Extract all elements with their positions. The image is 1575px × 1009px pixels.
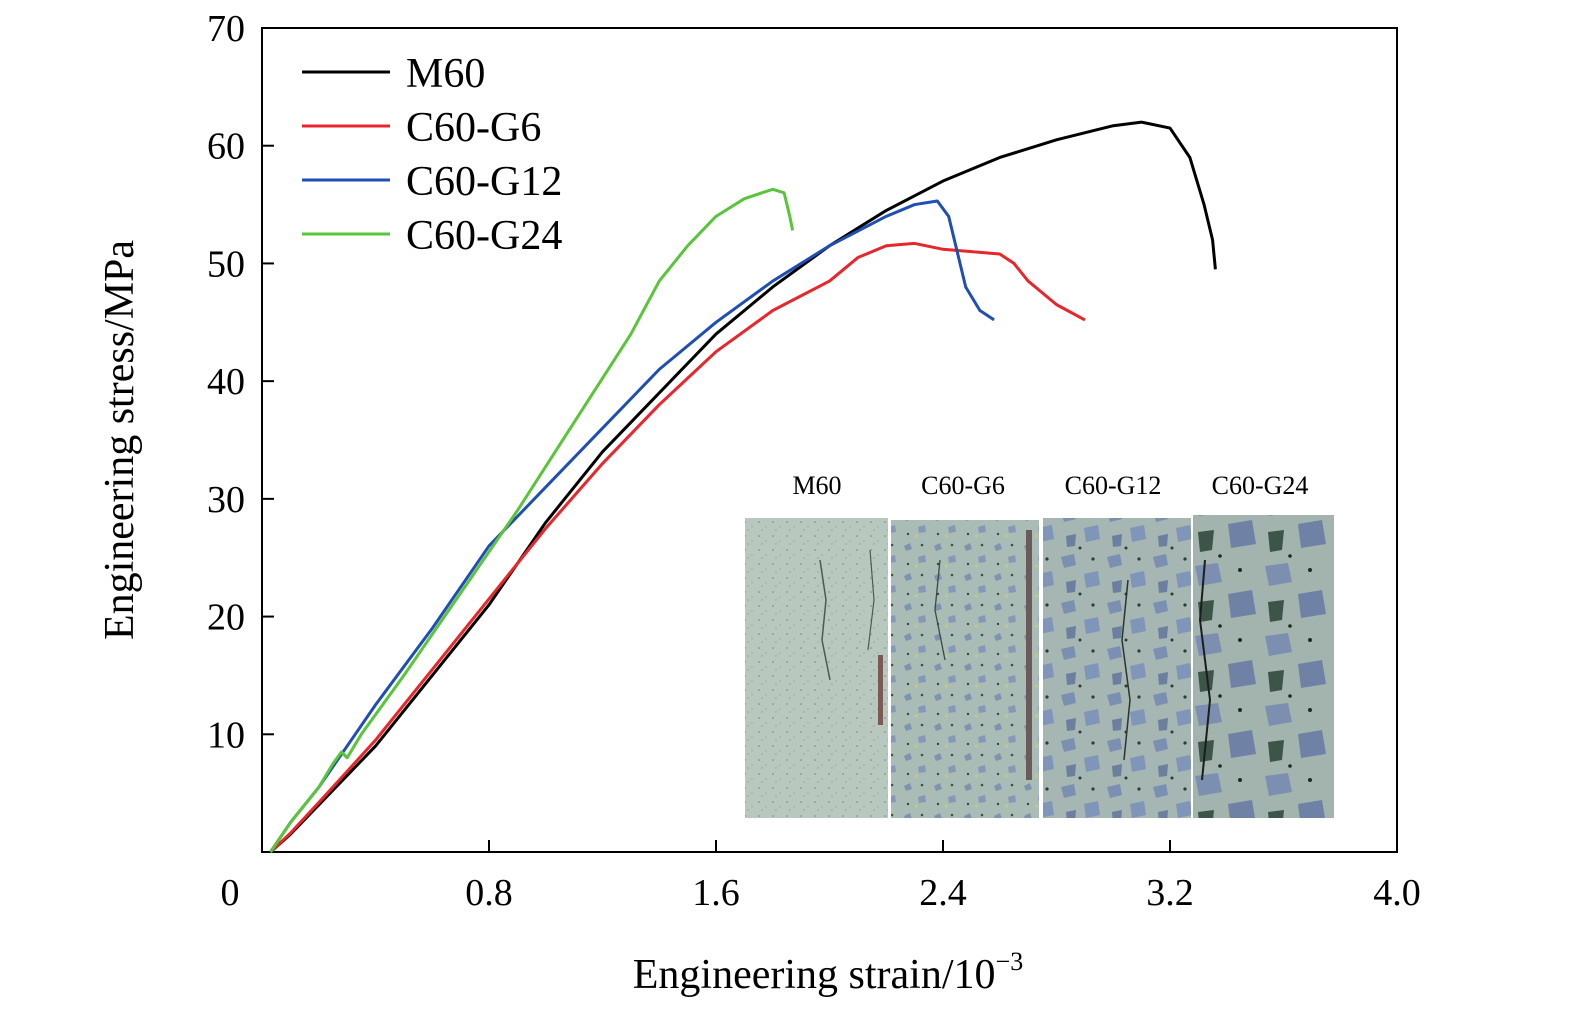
x-axis-title-exponent: −3 [996,947,1024,976]
inset-label-m60: M60 [792,471,841,500]
x-tick-labels: 0 0.8 1.6 2.4 3.2 4.0 [221,872,1421,914]
y-tick-label: 50 [207,243,245,285]
x-tick-label: 4.0 [1373,872,1421,914]
y-tick-labels: 10 20 30 40 50 60 70 [207,8,245,756]
data-series [269,120,1217,854]
y-tick-label: 30 [207,479,245,521]
inset-label-c60-g12: C60-G12 [1065,471,1162,500]
y-tick-label: 20 [207,597,245,639]
x-tick-label: 2.4 [919,872,967,914]
x-axis-title: Engineering strain/10−3 [633,947,1023,998]
inset-specimen-photo: M60 C60-G6 C60-G12 C60-G24 [745,471,1334,818]
y-axis-title: Engineering stress/MPa [97,240,143,640]
y-tick-label: 60 [207,126,245,168]
specimen-photo-c60-g12 [1043,518,1191,818]
x-tick-label: 0 [221,872,240,914]
x-tick-label: 0.8 [465,872,513,914]
x-tick-label: 1.6 [692,872,740,914]
x-tick-label: 3.2 [1146,872,1194,914]
specimen-photo-c60-g6 [891,520,1039,818]
legend-label-c60-g6: C60-G6 [406,105,541,151]
axis-ticks [262,144,1171,852]
series-line-c60-g24 [269,187,795,853]
plot-frame [261,27,1398,853]
series-line-c60-g6 [269,241,1086,854]
y-tick-label: 40 [207,361,245,403]
legend-label-m60: M60 [406,51,485,97]
y-tick-label: 10 [207,714,245,756]
specimen-photo-m60 [745,518,888,818]
x-axis-title-text: Engineering strain/10 [633,952,996,998]
legend-label-c60-g24: C60-G24 [406,213,562,259]
series-line-c60-g12 [269,199,995,853]
legend: M60 C60-G6 C60-G12 C60-G24 [302,51,562,259]
legend-label-c60-g12: C60-G12 [406,159,562,205]
inset-label-c60-g24: C60-G24 [1212,471,1309,500]
y-tick-label: 70 [207,8,245,50]
specimen-photo-c60-g24 [1193,515,1334,818]
inset-label-c60-g6: C60-G6 [921,471,1005,500]
